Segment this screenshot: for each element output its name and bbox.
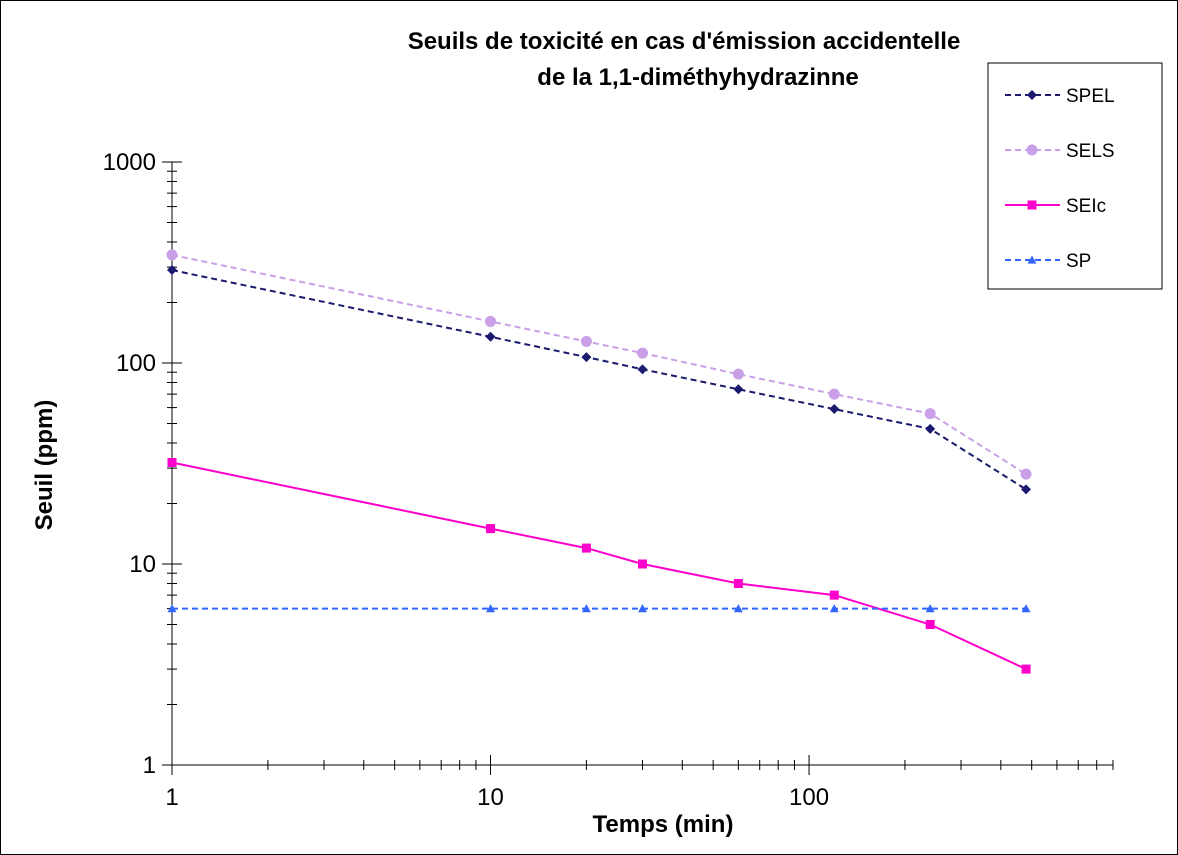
legend-label-seic: SEIc [1066,196,1106,217]
x-tick-label: 10 [477,784,504,811]
data-point-sels [1020,468,1032,480]
x-tick-label: 1 [165,784,178,811]
series-line-seic [171,461,1027,671]
data-point-spel [637,364,648,375]
axes: 1 10 100 1000 1 10 100 [103,149,1114,811]
series-seic [167,457,1031,674]
series-sp [167,604,1031,613]
series-spel [167,265,1032,495]
data-point-spel [829,404,840,415]
chart-title-line-1: Seuils de toxicité en cas d'émission acc… [408,28,961,55]
data-point-seic [638,559,647,569]
plot-series [166,249,1032,674]
data-point-sels [637,347,648,359]
data-point-sp [925,604,935,613]
data-point-sels [580,335,592,347]
legend-label-spel: SPEL [1066,86,1115,107]
data-point-sels [732,368,744,380]
x-tick-label: 100 [789,784,829,811]
y-tick-label: 10 [129,551,156,578]
legend-marker-spel [1027,90,1037,100]
data-point-sp [733,604,743,613]
legend-marker-sp [1027,255,1037,264]
data-point-sels [485,315,497,327]
data-point-sp [581,604,591,613]
chart-title-line-2: de la 1,1-diméthyhydrazinne [537,64,858,91]
data-point-sels [828,388,840,400]
data-point-sels [166,249,178,261]
x-axis-title: Temps (min) [593,811,734,838]
data-point-seic [581,543,591,553]
data-point-seic [925,620,935,630]
series-line-sels [171,253,1027,475]
data-point-seic [167,457,177,467]
y-axis-title: Seuil (ppm) [31,400,58,531]
y-tick-label: 1000 [103,149,156,176]
data-point-spel [581,352,592,363]
legend: SPEL SELS SEIc SP [987,62,1163,290]
data-point-seic [829,590,839,600]
data-point-sp [1021,604,1031,613]
legend-marker-seic [1027,200,1037,210]
y-tick-label: 100 [116,350,156,377]
series-line-spel [171,269,1027,491]
data-point-spel [485,331,496,342]
legend-marker-sels [1026,144,1038,156]
data-point-spel [1021,484,1032,495]
legend-box [987,62,1163,290]
data-point-sels [924,408,936,420]
legend-label-sp: SP [1066,251,1091,272]
data-point-spel [167,265,177,276]
data-point-seic [733,578,743,588]
data-point-seic [1021,664,1031,674]
data-point-sp [638,604,647,613]
data-point-seic [486,524,496,534]
data-point-spel [925,423,936,434]
data-point-sp [167,604,177,613]
data-point-sp [486,604,496,613]
data-point-spel [733,384,744,395]
legend-label-sels: SELS [1066,141,1115,162]
series-sels [166,249,1032,480]
y-tick-label: 1 [143,752,156,779]
data-point-sp [829,604,839,613]
